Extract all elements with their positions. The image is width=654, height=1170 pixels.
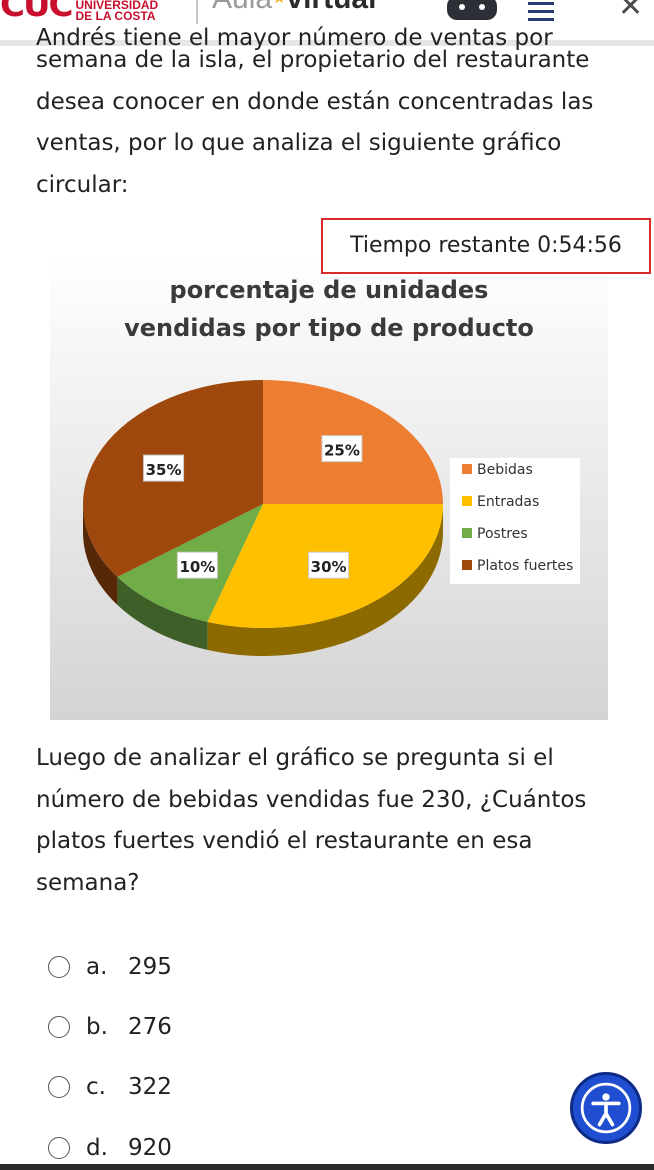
accessibility-icon[interactable] xyxy=(570,1072,642,1144)
svg-text:Platos fuertes: Platos fuertes xyxy=(477,558,573,574)
chart-title-line-1: porcentaje de unidades xyxy=(170,276,489,304)
aula-prefix: Aula xyxy=(212,0,272,15)
question-intro: Andrés tiene el mayor número de ventas p… xyxy=(36,25,636,206)
svg-text:25%: 25% xyxy=(324,442,360,460)
pie-chart: porcentaje de unidades vendidas por tipo… xyxy=(50,254,608,720)
option-d[interactable]: d. 920 xyxy=(48,1131,172,1165)
data-label-postres: 10% xyxy=(176,551,218,579)
legend-item-entradas: Entradas xyxy=(462,494,539,510)
option-b[interactable]: b. 276 xyxy=(48,1010,172,1044)
top-header: CUC UNIVERSIDAD DE LA COSTA Aula★virtual… xyxy=(0,0,654,46)
legend-item-postres: Postres xyxy=(462,526,528,542)
university-logo[interactable]: CUC UNIVERSIDAD DE LA COSTA xyxy=(0,0,158,22)
svg-text:Entradas: Entradas xyxy=(477,494,539,510)
legend-item-platos-fuertes: Platos fuertes xyxy=(462,558,573,574)
intro-cut-line: Andrés tiene el mayor número de ventas p… xyxy=(36,25,553,51)
option-c-value: 322 xyxy=(128,1074,172,1100)
pie-side-entradas xyxy=(207,504,443,656)
option-d-value: 920 xyxy=(128,1135,172,1161)
option-b-value: 276 xyxy=(128,1014,172,1040)
legend-item-bebidas: Bebidas xyxy=(462,462,533,478)
aula-virtual-brand: Aula★virtual xyxy=(212,0,376,14)
chart-legend: Bebidas Entradas Postres Platos fuertes xyxy=(450,458,580,584)
question-text: Luego de analizar el gráfico se pregunta… xyxy=(36,745,587,896)
chart-title-line-2: vendidas por tipo de producto xyxy=(124,314,534,342)
logo-mark: CUC xyxy=(0,0,74,25)
option-a-value: 295 xyxy=(128,954,172,980)
svg-text:Bebidas: Bebidas xyxy=(477,462,533,478)
pie-side-postres xyxy=(117,576,208,650)
svg-text:30%: 30% xyxy=(311,558,347,576)
data-label-bebidas: 25% xyxy=(321,435,363,463)
option-c-letter: c. xyxy=(86,1074,106,1100)
hamburger-icon[interactable] xyxy=(528,2,554,26)
option-a-letter: a. xyxy=(86,954,108,980)
pie-data-labels: 25% 30% 10% 35% xyxy=(143,435,363,579)
radio-d[interactable] xyxy=(48,1137,70,1159)
option-b-letter: b. xyxy=(86,1014,108,1040)
svg-text:35%: 35% xyxy=(146,461,182,479)
logo-line-2: DE LA COSTA xyxy=(75,9,156,23)
pie-tops xyxy=(83,380,443,628)
data-label-entradas: 30% xyxy=(308,551,350,579)
option-d-letter: d. xyxy=(86,1135,108,1161)
radio-b[interactable] xyxy=(48,1016,70,1038)
close-icon[interactable]: ✕ xyxy=(618,0,644,23)
star-icon: ★ xyxy=(272,0,286,7)
header-divider xyxy=(196,0,198,24)
bottom-bar xyxy=(0,1164,654,1170)
option-c[interactable]: c. 322 xyxy=(48,1070,172,1104)
logo-text: UNIVERSIDAD DE LA COSTA xyxy=(76,0,159,22)
pie-side-platos-fuertes xyxy=(83,504,118,605)
radio-a[interactable] xyxy=(48,956,70,978)
intro-text: semana de la isla, el propietario del re… xyxy=(36,47,594,198)
gamepad-icon[interactable] xyxy=(447,0,497,20)
aula-suffix: virtual xyxy=(286,0,376,15)
time-remaining: Tiempo restante 0:54:56 xyxy=(321,218,651,274)
data-label-platos-fuertes: 35% xyxy=(143,454,185,482)
svg-text:Postres: Postres xyxy=(477,526,528,542)
radio-c[interactable] xyxy=(48,1076,70,1098)
logo-line-1: UNIVERSIDAD xyxy=(75,0,159,12)
svg-text:10%: 10% xyxy=(179,558,215,576)
option-a[interactable]: a. 295 xyxy=(48,950,172,984)
pie-sides xyxy=(83,504,443,656)
